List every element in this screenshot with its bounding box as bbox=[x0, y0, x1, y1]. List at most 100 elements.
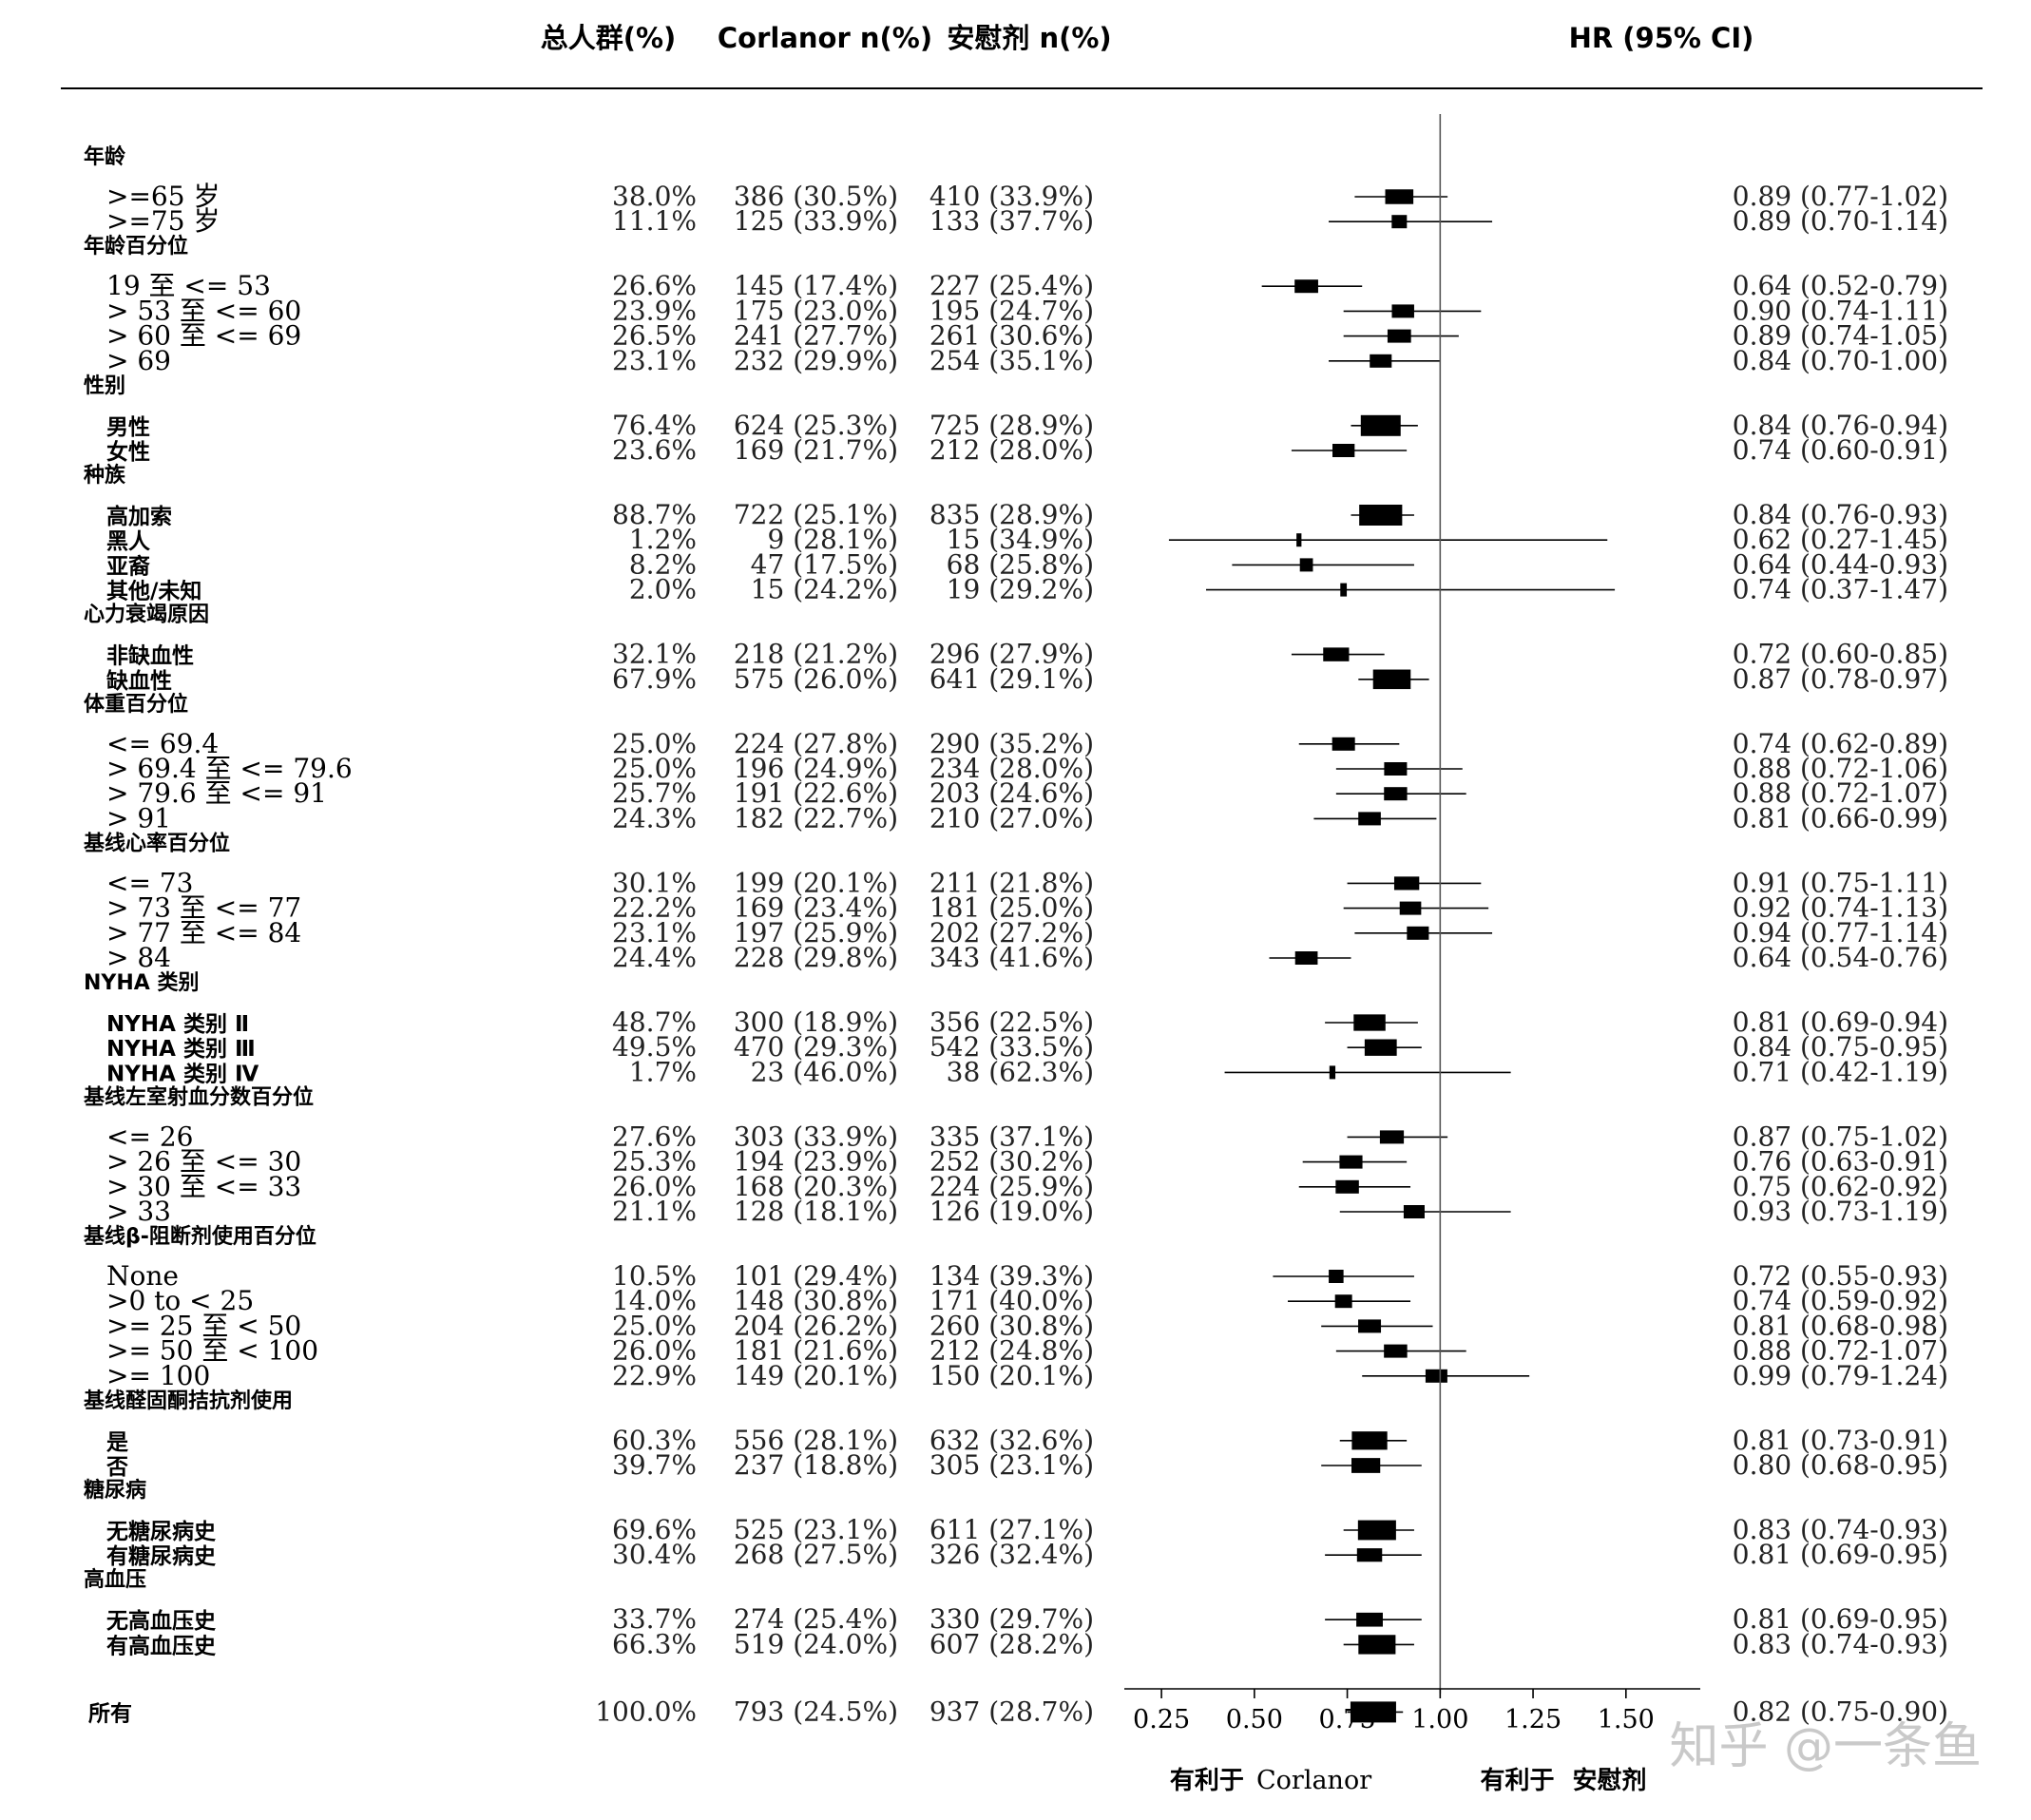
table-row: > 77 至 <= 84 23.1% 197 (25.9%) 202 (27.2%) 0… bbox=[106, 917, 1948, 948]
favors-right-label: 有利于 安慰剂 bbox=[1480, 1767, 1646, 1795]
table-row: > 84 24.4% 228 (29.8%) 343 (41.6%) 0.64 (0.5… bbox=[106, 942, 1948, 973]
row-label: 无糖尿病史 bbox=[106, 1519, 217, 1544]
placebo-count: 195 (24.7%) bbox=[929, 295, 1094, 326]
hr-point bbox=[1387, 329, 1411, 343]
placebo-count: 542 (33.5%) bbox=[929, 1031, 1094, 1063]
table-row: > 69.4 至 <= 79.6 25.0% 196 (24.9%) 234 (28.… bbox=[106, 753, 1948, 784]
table-row: >=65 岁 38.0% 386 (30.5%) 410 (33.9%) 0.89 (0… bbox=[106, 181, 1948, 212]
table-row: > 30 至 <= 33 26.0% 168 (20.3%) 224 (25.9%) 0… bbox=[106, 1171, 1948, 1202]
placebo-count: 68 (25.8%) bbox=[947, 548, 1094, 580]
placebo-count: 252 (30.2%) bbox=[929, 1146, 1094, 1178]
hr-ci-text: 0.89 (0.74-1.05) bbox=[1733, 320, 1948, 352]
hr-ci-text: 0.89 (0.77-1.02) bbox=[1733, 181, 1948, 212]
group-title: 心力衰竭原因 bbox=[84, 603, 209, 627]
hr-point bbox=[1357, 1520, 1396, 1541]
hr-ci-text: 0.84 (0.76-0.94) bbox=[1733, 410, 1948, 441]
hr-point bbox=[1335, 1179, 1359, 1194]
hr-point bbox=[1332, 737, 1355, 751]
row-label: 是 bbox=[106, 1430, 128, 1455]
table-row: > 53 至 <= 60 23.9% 175 (23.0%) 195 (24.7%) 0… bbox=[106, 295, 1948, 326]
hr-ci-text: 0.83 (0.74-0.93) bbox=[1733, 1514, 1948, 1545]
placebo-count: 725 (28.9%) bbox=[929, 410, 1094, 441]
overall-pct: 32.1% bbox=[612, 639, 697, 670]
table-row: >= 100 22.9% 149 (20.1%) 150 (20.1%) 0.99 (0… bbox=[106, 1360, 1948, 1391]
table-row: > 26 至 <= 30 25.3% 194 (23.9%) 252 (30.2%) 0… bbox=[106, 1146, 1948, 1178]
row-label: >=65 岁 bbox=[106, 181, 220, 212]
table-row: 非缺血性 32.1% 218 (21.2%) 296 (27.9%) 0.72 (0.6… bbox=[106, 639, 1948, 670]
overall-pct: 25.7% bbox=[612, 777, 697, 809]
hr-point bbox=[1296, 533, 1302, 547]
x-tick-label: 1.00 bbox=[1411, 1705, 1468, 1734]
hr-ci-text: 0.71 (0.42-1.19) bbox=[1733, 1056, 1948, 1087]
placebo-count: 234 (28.0%) bbox=[929, 753, 1094, 784]
overall-pct: 100.0% bbox=[595, 1695, 697, 1727]
hr-ci-text: 0.74 (0.37-1.47) bbox=[1733, 574, 1948, 605]
row-label: NYHA 类别 Ⅲ bbox=[106, 1037, 256, 1062]
row-label: > 60 至 <= 69 bbox=[106, 320, 301, 352]
hr-ci-text: 0.90 (0.74-1.11) bbox=[1733, 295, 1948, 326]
placebo-count: 202 (27.2%) bbox=[929, 917, 1094, 948]
placebo-count: 296 (27.9%) bbox=[929, 639, 1094, 670]
hr-point bbox=[1384, 787, 1408, 801]
corlanor-count: 556 (28.1%) bbox=[734, 1425, 898, 1456]
table-row: 其他/未知 2.0% 15 (24.2%) 19 (29.2%) 0.74 (0.37-… bbox=[106, 574, 1948, 605]
table-row: 有糖尿病史 30.4% 268 (27.5%) 326 (32.4%) 0.81 (0.… bbox=[106, 1539, 1948, 1570]
favors-right-prefix: 有利于 bbox=[1480, 1767, 1554, 1795]
hr-ci-text: 0.64 (0.52-0.79) bbox=[1733, 270, 1948, 301]
row-label: > 77 至 <= 84 bbox=[106, 917, 301, 948]
hr-point bbox=[1329, 1270, 1344, 1283]
placebo-count: 224 (25.9%) bbox=[929, 1171, 1094, 1202]
overall-pct: 26.0% bbox=[612, 1335, 697, 1367]
hr-ci-text: 0.84 (0.70-1.00) bbox=[1733, 345, 1948, 376]
row-label: > 26 至 <= 30 bbox=[106, 1146, 301, 1178]
corlanor-count: 519 (24.0%) bbox=[734, 1628, 898, 1659]
hr-ci-text: 0.81 (0.66-0.99) bbox=[1733, 802, 1948, 833]
corlanor-count: 196 (24.9%) bbox=[734, 753, 898, 784]
hr-point bbox=[1384, 1344, 1408, 1358]
hr-point bbox=[1350, 1701, 1396, 1723]
hr-ci-text: 0.62 (0.27-1.45) bbox=[1733, 524, 1948, 555]
hr-ci-text: 0.93 (0.73-1.19) bbox=[1733, 1196, 1948, 1227]
x-tick-label: 1.25 bbox=[1504, 1705, 1562, 1734]
row-label: <= 73 bbox=[106, 867, 193, 898]
row-label: 男性 bbox=[106, 415, 150, 440]
hr-ci-text: 0.84 (0.75-0.95) bbox=[1733, 1031, 1948, 1063]
table-row: NYHA 类别 Ⅱ 48.7% 300 (18.9%) 356 (22.5%) 0.81… bbox=[106, 1006, 1948, 1038]
corlanor-count: 15 (24.2%) bbox=[751, 574, 898, 605]
table-row: 男性 76.4% 624 (25.3%) 725 (28.9%) 0.84 (0.76-… bbox=[106, 410, 1948, 441]
corlanor-count: 232 (29.9%) bbox=[734, 345, 898, 376]
corlanor-count: 624 (25.3%) bbox=[734, 410, 898, 441]
hr-point bbox=[1351, 1431, 1388, 1450]
row-label: > 30 至 <= 33 bbox=[106, 1171, 301, 1202]
corlanor-count: 175 (23.0%) bbox=[734, 295, 898, 326]
table-row: >0 to < 25 14.0% 148 (30.8%) 171 (40.0%) 0.7… bbox=[106, 1285, 1948, 1316]
placebo-count: 38 (62.3%) bbox=[947, 1056, 1094, 1087]
overall-row: 所有 100.0% 793 (24.5%) 937 (28.7%) 0.82 (0.75… bbox=[88, 1695, 1948, 1727]
overall-pct: 48.7% bbox=[612, 1006, 697, 1038]
table-row: >= 25 至 < 50 25.0% 204 (26.2%) 260 (30.8%) 0… bbox=[106, 1310, 1948, 1341]
table-row: 19 至 <= 53 26.6% 145 (17.4%) 227 (25.4%) 0.6… bbox=[106, 270, 1948, 301]
hr-point bbox=[1393, 876, 1420, 891]
placebo-count: 330 (29.7%) bbox=[929, 1603, 1094, 1635]
placebo-count: 150 (20.1%) bbox=[929, 1360, 1094, 1391]
row-label: > 69.4 至 <= 79.6 bbox=[106, 753, 353, 784]
placebo-count: 835 (28.9%) bbox=[929, 499, 1094, 530]
x-tick-label: 0.75 bbox=[1319, 1705, 1376, 1734]
watermark: 知乎 @一条鱼 bbox=[1669, 1718, 1982, 1775]
overall-pct: 10.5% bbox=[612, 1260, 697, 1292]
row-label: 缺血性 bbox=[106, 668, 172, 694]
table-row: > 73 至 <= 77 22.2% 169 (23.4%) 181 (25.0%) 0… bbox=[106, 892, 1948, 924]
corlanor-count: 218 (21.2%) bbox=[734, 639, 898, 670]
hr-ci-text: 0.82 (0.75-0.90) bbox=[1733, 1695, 1948, 1727]
overall-pct: 23.9% bbox=[612, 295, 697, 326]
row-label: 无高血压史 bbox=[106, 1608, 217, 1634]
overall-pct: 23.1% bbox=[612, 917, 697, 948]
corlanor-count: 149 (20.1%) bbox=[734, 1360, 898, 1391]
row-label: <= 26 bbox=[106, 1121, 193, 1152]
table-row: 无高血压史 33.7% 274 (25.4%) 330 (29.7%) 0.81 (0.… bbox=[106, 1603, 1948, 1635]
hr-ci-text: 0.84 (0.76-0.93) bbox=[1733, 499, 1948, 530]
header-hr: HR (95% CI) bbox=[1569, 22, 1754, 54]
hr-point bbox=[1391, 215, 1408, 229]
row-label: 女性 bbox=[106, 439, 150, 465]
